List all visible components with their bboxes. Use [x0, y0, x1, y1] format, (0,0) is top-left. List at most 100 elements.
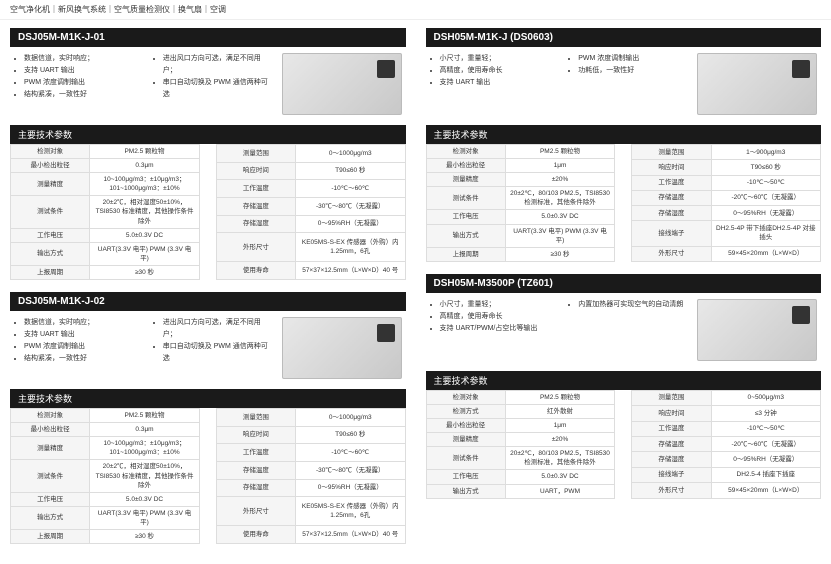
- table-row: 测试条件20±2℃，相对湿度50±10%，TSI8530 标准精度，其他操作条件…: [11, 196, 200, 228]
- feature-item: 结构紧凑，一致性好: [24, 89, 135, 101]
- table-row: 工作电压5.0±0.3V DC: [11, 228, 200, 242]
- product-image: [697, 299, 817, 361]
- table-cell: 59×45×20mm（L×W×D）: [711, 483, 820, 498]
- table-row: 测量精度±20%: [426, 433, 615, 447]
- feature-list: PWM 浓度调制输出功耗低，一致性好: [568, 53, 689, 115]
- table-cell: 测量范围: [216, 409, 295, 427]
- table-cell: 红外散射: [505, 404, 614, 418]
- table-cell: 0～95%RH（无凝露）: [296, 215, 405, 233]
- table-cell: UART，PWM: [505, 484, 614, 498]
- table-row: 工作温度-10℃～60℃: [216, 180, 405, 198]
- table-cell: -30℃～80℃（无凝露）: [296, 462, 405, 480]
- table-cell: 0.3μm: [90, 159, 199, 173]
- feature-list: 小尺寸，重量轻；高精度，使用寿命长支持 UART 输出: [430, 53, 551, 115]
- product-block: DSH05M-M1K-J (DS0603) 小尺寸，重量轻；高精度，使用寿命长支持…: [426, 28, 822, 262]
- table-cell: 使用寿命: [216, 262, 295, 280]
- table-cell: ±20%: [505, 173, 614, 187]
- feature-item: 小尺寸，重量轻；: [440, 53, 551, 65]
- feature-list: 进出风口方向可选，满足不同用户；串口自动切换及 PWM 通信两种可选: [153, 53, 274, 115]
- table-cell: 测试条件: [426, 187, 505, 210]
- table-row: 响应时间≤3 分钟: [632, 406, 821, 421]
- table-row: 外形尺寸KE05MS-S-EX 传感器（外购）内 1.25mm，6孔: [216, 497, 405, 526]
- table-cell: ≥30 秒: [90, 529, 199, 543]
- table-cell: 检测对象: [426, 390, 505, 404]
- table-cell: DH2.5-4 插座下插座: [711, 467, 820, 482]
- table-cell: -20℃～60℃（无凝露）: [711, 437, 820, 452]
- spec-table: 检测对象PM2.5 颗粒物最小检出粒径0.3μm测量精度10~100μg/m3：…: [10, 408, 200, 544]
- table-cell: 工作温度: [216, 180, 295, 198]
- table-row: 检测对象PM2.5 颗粒物: [426, 145, 615, 159]
- table-cell: 59×45×20mm（L×W×D）: [711, 246, 820, 261]
- table-cell: ≥30 秒: [505, 247, 614, 261]
- table-cell: T90≤60 秒: [711, 160, 820, 175]
- table-cell: 输出方式: [426, 484, 505, 498]
- table-cell: 20±2℃，相对湿度50±10%，TSI8530 标准精度，其他操作条件除外: [90, 196, 199, 228]
- table-cell: 响应时间: [632, 160, 711, 175]
- table-cell: 外形尺寸: [216, 233, 295, 262]
- spec-subhead: 主要技术参数: [426, 371, 822, 390]
- table-cell: 1μm: [505, 419, 614, 433]
- table-cell: T90≤60 秒: [296, 162, 405, 180]
- table-cell: 上报周期: [426, 247, 505, 261]
- table-cell: 工作温度: [632, 421, 711, 436]
- table-cell: -10℃～60℃: [296, 180, 405, 198]
- product-title: DSJ05M-M1K-J-01: [10, 28, 406, 47]
- table-cell: 测量精度: [426, 173, 505, 187]
- feature-list: 数据信道，实时响应；支持 UART 输出PWM 浓度调制输出结构紧凑，一致性好: [14, 317, 135, 379]
- right-col: DSH05M-M1K-J (DS0603) 小尺寸，重量轻；高精度，使用寿命长支持…: [426, 28, 822, 556]
- table-cell: 存储温度: [216, 197, 295, 215]
- table-row: 最小检出粒径0.3μm: [11, 423, 200, 437]
- feature-list: 内置加热器可实现空气的自动清朗: [568, 299, 689, 361]
- table-row: 测量范围0～1000μg/m3: [216, 145, 405, 163]
- table-row: 输出方式UART(3.3V 电平) PWM (3.3V 电平): [11, 506, 200, 529]
- table-row: 测量范围1～900μg/m3: [632, 145, 821, 160]
- spec-table: 检测对象PM2.5 颗粒物最小检出粒径0.3μm测量精度10~100μg/m3：…: [10, 144, 200, 280]
- table-cell: 检测对象: [426, 145, 505, 159]
- table-cell: 输出方式: [426, 224, 505, 247]
- table-cell: UART(3.3V 电平) PWM (3.3V 电平): [90, 506, 199, 529]
- table-row: 存储湿度0～95%RH（无凝露）: [632, 206, 821, 221]
- table-cell: 存储湿度: [216, 479, 295, 497]
- feature-item: 内置加热器可实现空气的自动清朗: [578, 299, 689, 311]
- breadcrumb: 空气净化机｜新风换气系统｜空气质量检测仪｜换气扇｜空调: [0, 0, 831, 20]
- table-cell: 外形尺寸: [632, 483, 711, 498]
- table-row: 最小检出粒径1μm: [426, 159, 615, 173]
- table-row: 存储温度-30℃～80℃（无凝露）: [216, 462, 405, 480]
- table-cell: 测量范围: [632, 390, 711, 405]
- table-cell: 0～95%RH（无凝露）: [711, 452, 820, 467]
- table-row: 检测对象PM2.5 颗粒物: [11, 409, 200, 423]
- table-row: 检测对象PM2.5 颗粒物: [11, 145, 200, 159]
- product-title: DSJ05M-M1K-J-02: [10, 292, 406, 311]
- spec-row: 检测对象PM2.5 颗粒物检测方式红外散射最小检出粒径1μm测量精度±20%测试…: [426, 390, 822, 499]
- table-cell: 存储温度: [632, 190, 711, 205]
- table-cell: -30℃～80℃（无凝露）: [296, 197, 405, 215]
- table-cell: 20±2℃，相对湿度50±10%，TSI8530 标准精度，其他操作条件除外: [90, 460, 199, 492]
- table-cell: KE05MS-S-EX 传感器（外购）内 1.25mm，6孔: [296, 497, 405, 526]
- product-title: DSH05M-M1K-J (DS0603): [426, 28, 822, 47]
- table-cell: 20±2℃，80/103 PM2.5，TSI8530 检测标准，其他条件除外: [505, 447, 614, 470]
- table-row: 响应时间T90≤60 秒: [216, 426, 405, 444]
- spec-table: 检测对象PM2.5 颗粒物最小检出粒径1μm测量精度±20%测试条件20±2℃，…: [426, 144, 616, 262]
- table-cell: PM2.5 颗粒物: [90, 409, 199, 423]
- table-cell: 最小检出粒径: [11, 423, 90, 437]
- feature-item: 串口自动切换及 PWM 通信两种可选: [163, 77, 274, 101]
- feature-list: 小尺寸，重量轻；高精度，使用寿命长支持 UART/PWM/占空比等输出: [430, 299, 551, 361]
- table-row: 最小检出粒径0.3μm: [11, 159, 200, 173]
- table-cell: 1～900μg/m3: [711, 145, 820, 160]
- table-row: 测试条件20±2℃，相对湿度50±10%，TSI8530 标准精度，其他操作条件…: [11, 460, 200, 492]
- table-cell: UART(3.3V 电平) PWM (3.3V 电平): [505, 224, 614, 247]
- product-block: DSJ05M-M1K-J-01数据信道，实时响应；支持 UART 输出PWM 浓…: [10, 28, 406, 280]
- feature-item: PWM 浓度调制输出: [24, 341, 135, 353]
- spec-subhead: 主要技术参数: [10, 125, 406, 144]
- table-row: 测量精度10~100μg/m3：±10μg/m3；101~1000μg/m3：±…: [11, 437, 200, 460]
- table-cell: 10~100μg/m3：±10μg/m3；101~1000μg/m3：±10%: [90, 437, 199, 460]
- table-cell: 0～95%RH（无凝露）: [711, 206, 820, 221]
- table-cell: 5.0±0.3V DC: [90, 492, 199, 506]
- table-cell: 0.3μm: [90, 423, 199, 437]
- table-cell: ≥30 秒: [90, 265, 199, 279]
- feature-item: PWM 浓度调制输出: [578, 53, 689, 65]
- table-row: 存储温度-20℃～60℃（无凝露）: [632, 437, 821, 452]
- table-cell: 10~100μg/m3：±10μg/m3；101~1000μg/m3：±10%: [90, 173, 199, 196]
- table-cell: 测试条件: [426, 447, 505, 470]
- table-row: 外形尺寸59×45×20mm（L×W×D）: [632, 246, 821, 261]
